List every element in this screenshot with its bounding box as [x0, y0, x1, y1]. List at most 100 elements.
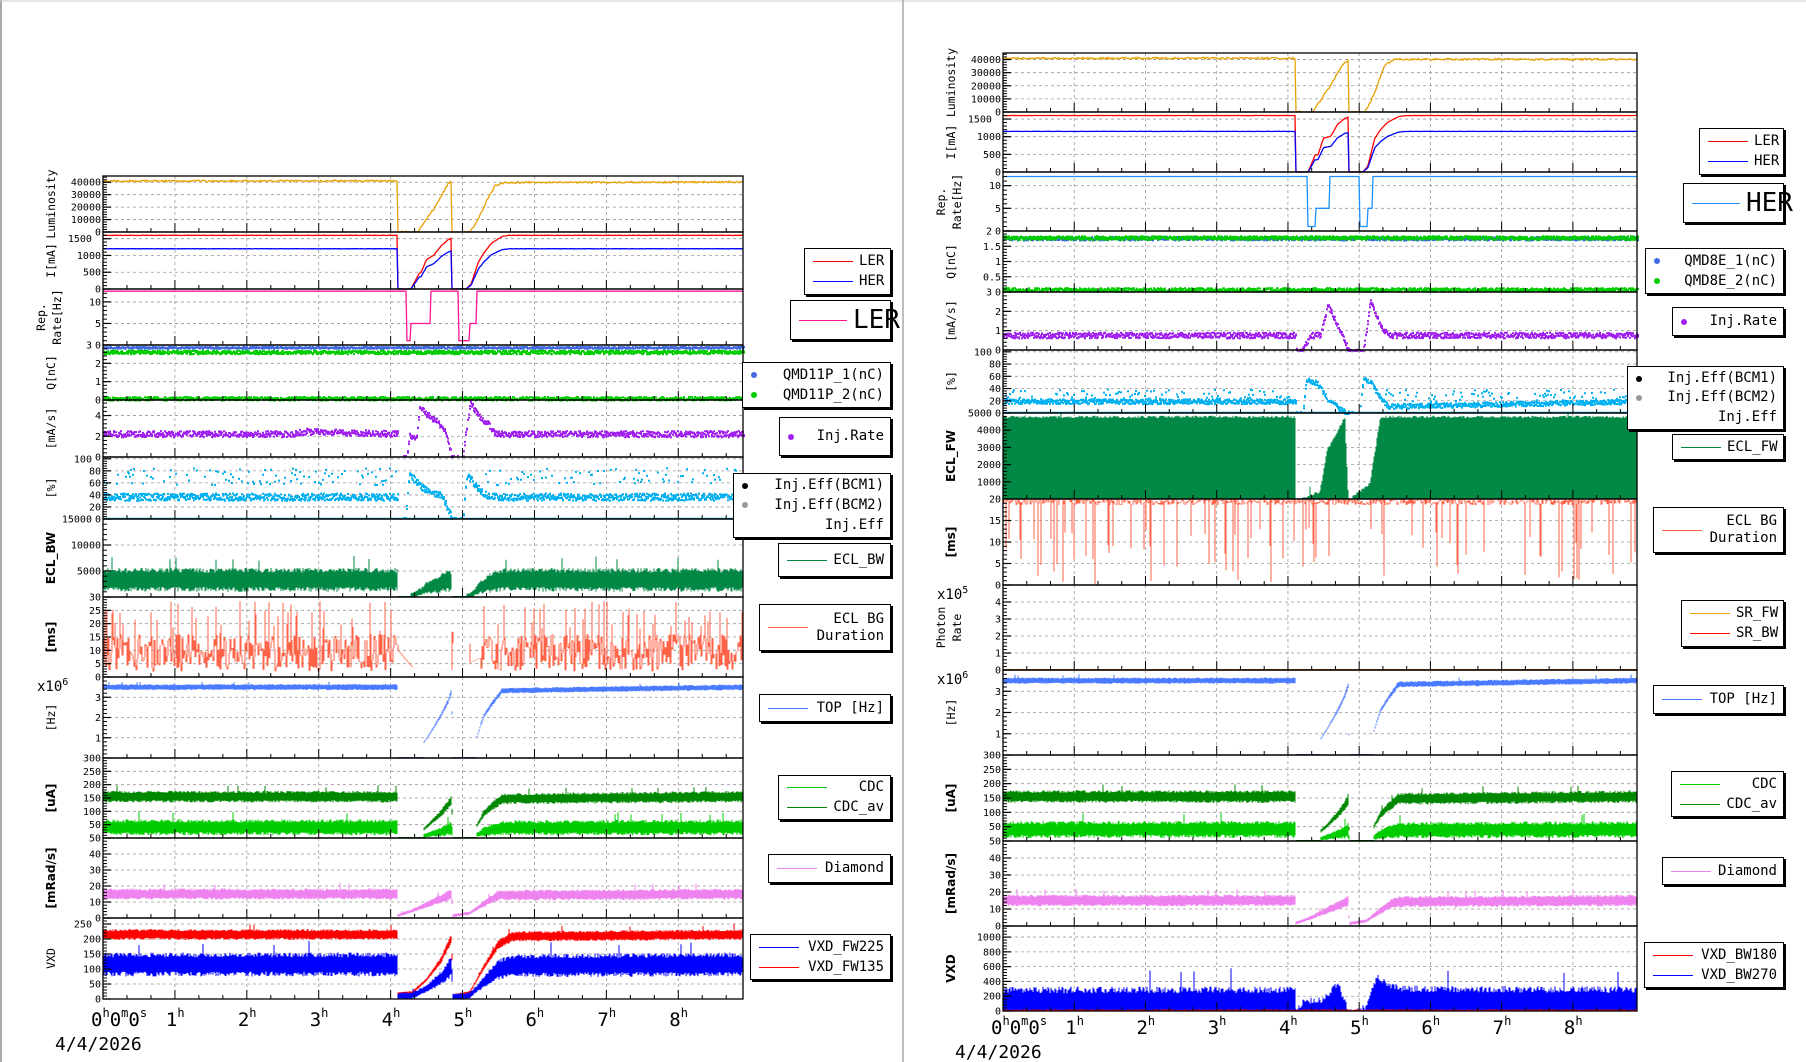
- y-tick-label: 10: [89, 297, 101, 308]
- legend-label: Inj.Rate: [1709, 313, 1777, 329]
- y-tick-label: 50: [89, 834, 101, 845]
- y-tick-label: 60: [89, 478, 101, 489]
- y-tick-label: 2: [95, 432, 101, 443]
- legend-line-sample: [1692, 202, 1740, 204]
- y-tick-label: 0: [95, 515, 101, 526]
- x-tick-label: 5h: [1350, 1014, 1369, 1039]
- legend-label: HER: [1754, 153, 1780, 170]
- series-ler: [103, 290, 743, 342]
- legend-entry: Inj.Eff: [1636, 409, 1777, 426]
- exponent-power: 6: [962, 670, 968, 681]
- legend-box: VXD_FW225 VXD_FW135: [750, 934, 891, 980]
- y-tick-label: 100: [983, 808, 1001, 819]
- y-axis-label: [mRad/s]: [944, 853, 958, 914]
- legend-entry: Inj.Eff(BCM2): [742, 497, 884, 514]
- y-tick-label: 2: [995, 632, 1001, 643]
- legend-line-sample: [1690, 633, 1730, 635]
- legend-box: ECL_BW: [778, 543, 891, 577]
- panel--hz-: [Hz] x106 1 2 3: [937, 669, 1638, 756]
- legend-line-sample: [1708, 161, 1748, 163]
- legend-marker-dot-icon: [1654, 277, 1670, 285]
- legend-label: Inj.Rate: [816, 428, 884, 444]
- y-tick-label: 0: [95, 396, 101, 407]
- legend-label: ECL BG Duration: [1709, 513, 1777, 546]
- x-tick-label: 4h: [382, 1006, 401, 1031]
- panel-photon-rate: Photon Rate x105 0 1 2 3 4: [934, 584, 1638, 677]
- legend-entry: Inj.Rate: [1681, 313, 1777, 330]
- legend-marker-dot-icon: [1636, 375, 1652, 383]
- y-tick-label: 40: [89, 850, 101, 861]
- legend-box: CDC CDC_av: [1671, 771, 1784, 817]
- y-tick-label: 50: [89, 820, 101, 831]
- legend-entry: TOP [Hz]: [768, 700, 884, 717]
- legend-label: Inj.Eff(BCM1): [1667, 370, 1777, 387]
- legend-label: QMD8E_1(nC): [1684, 252, 1777, 269]
- y-tick-label: 40000: [971, 55, 1001, 66]
- legend-line-sample: [813, 260, 853, 262]
- y-tick-label: 5: [995, 559, 1001, 570]
- legend-label: Diamond: [824, 860, 884, 876]
- legend-box: LER HER: [804, 248, 891, 295]
- series-diamond: [102, 883, 744, 918]
- y-axis-label: Q[nC]: [44, 355, 58, 390]
- plot-frame: [1002, 52, 1638, 113]
- y-axis-label: Rep.: [34, 303, 48, 331]
- y-tick-label: 40: [989, 384, 1001, 395]
- y-tick-label: 80: [989, 360, 1001, 371]
- legend-label: Inj.Eff: [1717, 408, 1777, 425]
- y-axis-label: VXD: [944, 954, 958, 983]
- y-tick-label: 80: [89, 466, 101, 477]
- series-cdc: [1002, 813, 1638, 841]
- y-tick-label: 1000: [977, 477, 1001, 488]
- y-tick-label: 40: [89, 490, 101, 501]
- legend-marker-dot-icon: [1636, 394, 1652, 402]
- y-axis-label: Rep.: [934, 188, 948, 216]
- series-ecl-fw: [1002, 413, 1638, 499]
- legend-label: LER: [853, 305, 900, 335]
- y-tick-label: 2: [986, 227, 992, 238]
- legend-entry: Inj.Eff(BCM1): [742, 477, 884, 494]
- y-tick-label: 3: [86, 341, 92, 352]
- y-tick-label: 2: [995, 307, 1001, 318]
- y-tick-label: 10: [989, 181, 1001, 192]
- legend-box: TOP [Hz]: [1653, 685, 1784, 714]
- y-tick-label: 200: [83, 935, 101, 946]
- legend-entry: HER: [813, 273, 884, 290]
- series-her: [102, 247, 744, 290]
- x-tick-label: 7h: [1493, 1014, 1512, 1039]
- y-tick-label: 20000: [71, 203, 101, 214]
- series-inj-rate: [103, 400, 745, 459]
- legend-label: VXD_FW225: [808, 938, 884, 955]
- series-inj-eff-bcm1-: [1003, 377, 1639, 415]
- legend-line-sample: [777, 868, 817, 869]
- y-axis-label: [%]: [944, 371, 958, 392]
- legend-entry: HER: [1692, 188, 1793, 218]
- series-top-hz-: [1002, 674, 1638, 755]
- legend-line-sample: [1681, 446, 1721, 448]
- legend-entry: VXD_BW270: [1653, 967, 1777, 984]
- panel-vxd: VXD 0 50 100 150 200 250: [44, 917, 744, 1006]
- y-tick-label: 10000: [71, 215, 101, 226]
- y-axis-label: Luminosity: [944, 48, 958, 117]
- y-tick-label: 0: [95, 673, 101, 684]
- legend-label: LER: [859, 252, 885, 269]
- panel--ma-s-: [mA/s] 0 1 23: [944, 288, 1639, 357]
- y-axis-label: ECL_FW: [944, 430, 959, 482]
- plot-frame: [1002, 111, 1638, 173]
- legend-line-sample: [1680, 783, 1720, 785]
- y-axis-label: Rate[Hz]: [50, 289, 64, 344]
- y-tick-label: 30: [89, 866, 101, 877]
- y-tick-label: 300: [983, 751, 1001, 762]
- y-tick-label: 150: [83, 794, 101, 805]
- legend-label: Inj.Eff: [824, 516, 884, 533]
- y-axis-label: [mA/s]: [944, 300, 958, 342]
- legend-entry: QMD8E_1(nC): [1654, 253, 1777, 270]
- x-tick-label: 3h: [310, 1006, 329, 1031]
- y-tick-label: 1: [995, 257, 1001, 268]
- legend-box: Inj.Rate: [779, 417, 891, 456]
- y-tick-label: 250: [983, 765, 1001, 776]
- y-tick-label: 50: [989, 822, 1001, 833]
- legend-box: Inj.Rate: [1672, 307, 1784, 336]
- y-tick-label: 0: [995, 288, 1001, 299]
